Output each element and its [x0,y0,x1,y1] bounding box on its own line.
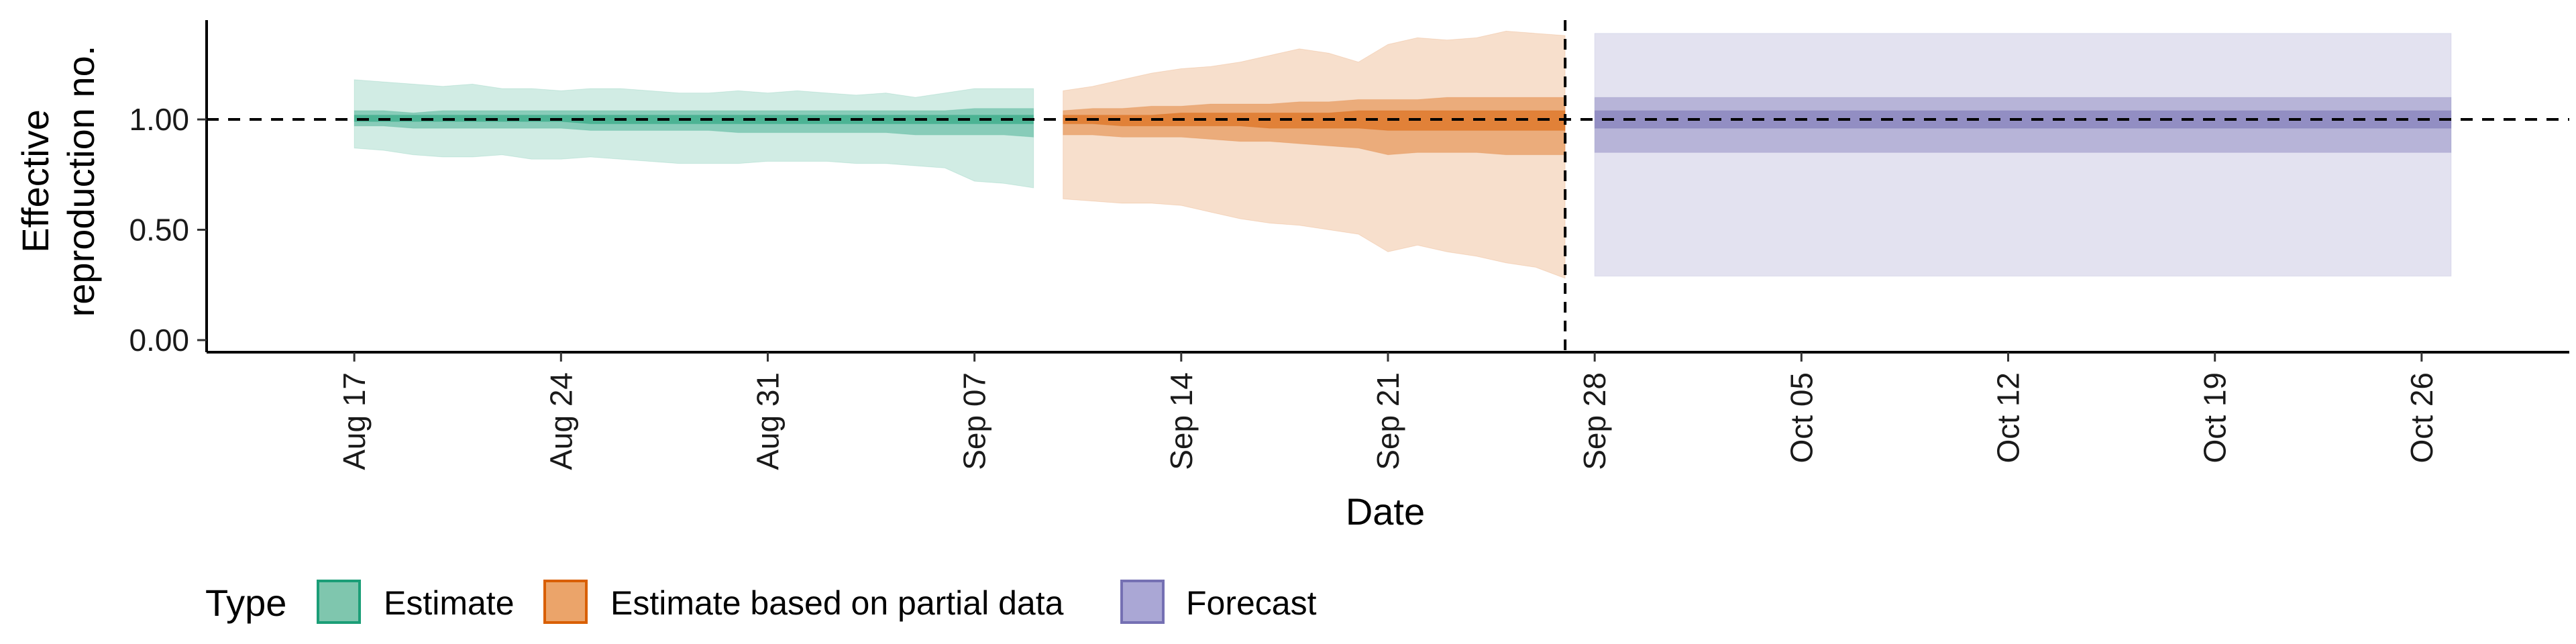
plot-area [207,20,2569,352]
y-axis-title-line-2: reproduction no. [60,46,102,317]
ribbon-90-estimate [354,79,1034,189]
legend-label-estimate: Estimate [384,584,515,622]
legend-label-partial-estimate: Estimate based on partial data [610,584,1064,622]
legend-title: Type [205,582,286,624]
legend-key-partial-estimate [543,580,588,624]
ribbon-20-estimate [354,115,1034,125]
x-tick-label: Oct 05 [1784,372,1819,464]
legend-label-forecast: Forecast [1186,584,1317,622]
x-tick-label: Sep 14 [1164,372,1199,470]
legend-key-forecast [1120,580,1165,624]
legend-key-estimate [317,580,361,624]
x-axis: Aug 17 Aug 24 Aug 31 Sep 07 Sep 14 Sep 21 Sep … [207,351,2569,470]
ribbon-20-forecast [1594,110,2452,129]
ribbon-90-estimate-based-on-partial-data [1063,30,1566,279]
ribbon-90-forecast [1594,33,2452,277]
y-tick-label: 0.00 [129,323,189,358]
ribbon-20-estimate-based-on-partial-data [1063,110,1566,131]
legend: Type Estimate Estimate based on partial … [205,580,1317,624]
x-tick-label: Sep 21 [1371,372,1405,470]
y-axis-title-line-1: Effective [14,109,56,253]
y-tick-label: 1.00 [129,102,189,137]
y-tick-label: 0.50 [129,213,189,248]
x-axis-title: Date [1346,490,1425,533]
x-tick-label: Sep 07 [957,372,992,470]
x-tick-label: Sep 28 [1577,372,1612,470]
x-tick-label: Oct 12 [1991,372,2026,464]
x-tick-label: Oct 19 [2198,372,2233,464]
x-tick-label: Aug 17 [337,372,372,470]
x-tick-label: Aug 24 [543,372,578,470]
x-tick-label: Oct 26 [2404,372,2439,464]
y-axis: 0.00 0.50 1.00 [129,20,208,358]
x-tick-label: Aug 31 [751,372,786,470]
